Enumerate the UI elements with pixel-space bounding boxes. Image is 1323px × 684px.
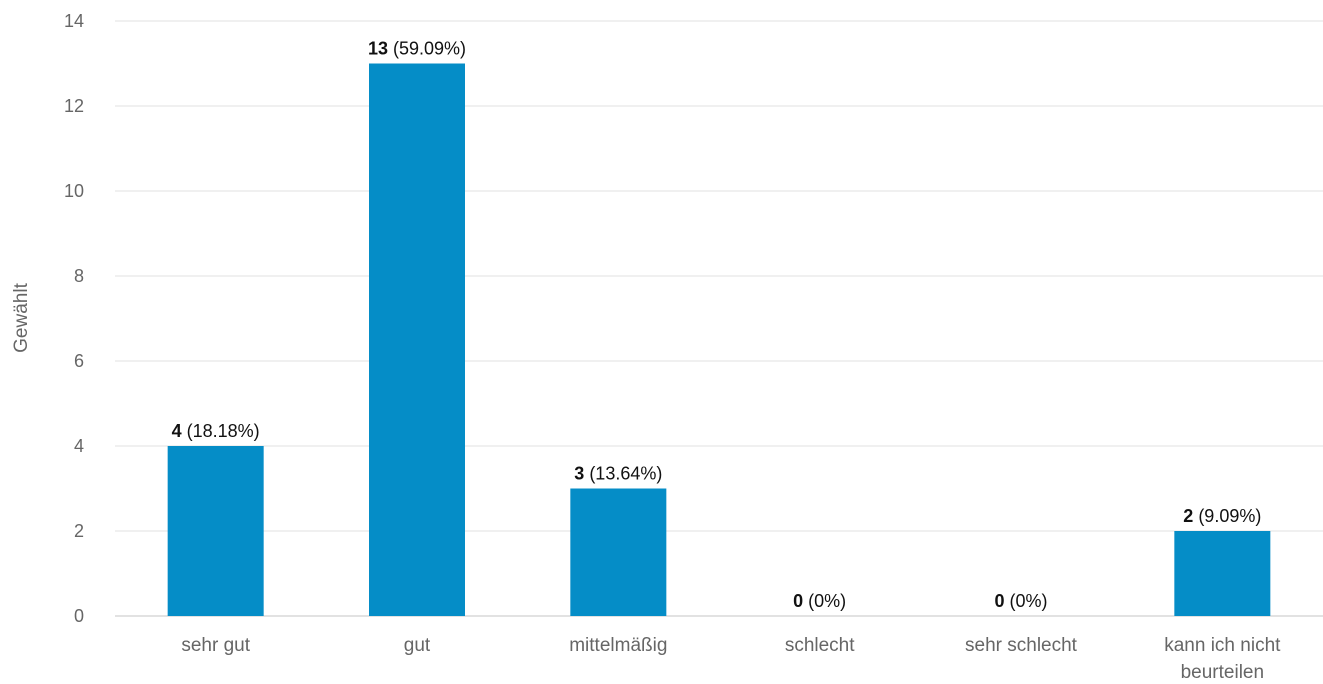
x-category-label: sehr schlecht	[965, 635, 1078, 656]
data-label: 0 (0%)	[793, 591, 846, 611]
gridlines	[115, 20, 1323, 617]
y-tick-label: 2	[74, 521, 84, 541]
data-label-percent: (18.18%)	[182, 421, 260, 441]
y-tick-label: 6	[74, 351, 84, 371]
data-label-percent: (13.64%)	[584, 464, 662, 484]
y-tick-label: 4	[74, 436, 84, 456]
data-label-percent: (9.09%)	[1193, 506, 1261, 526]
bar	[167, 446, 264, 616]
data-label-count: 3	[574, 464, 584, 484]
bar	[570, 488, 667, 616]
data-label: 13 (59.09%)	[368, 39, 466, 59]
data-label-percent: (59.09%)	[388, 39, 466, 59]
x-category-label: schlecht	[785, 635, 855, 656]
data-label: 4 (18.18%)	[172, 421, 260, 441]
bars	[167, 63, 1271, 616]
y-tick-label: 0	[74, 606, 84, 626]
x-category-label-line: mittelmäßig	[569, 635, 667, 656]
bar	[1174, 531, 1271, 616]
bar	[369, 63, 465, 616]
x-category-label-line: beurteilen	[1181, 662, 1264, 683]
x-category-label-line: gut	[404, 635, 431, 656]
data-labels: 4 (18.18%)13 (59.09%)3 (13.64%)0 (0%) 0 (…	[172, 39, 1262, 612]
data-label-percent: (0%)	[803, 591, 846, 611]
y-tick-label: 12	[64, 96, 84, 116]
data-label-count: 0	[994, 591, 1004, 611]
x-category-label: kann ich nicht beurteilen	[1164, 635, 1281, 683]
y-tick-label: 14	[64, 11, 84, 31]
data-label-count: 0	[793, 591, 803, 611]
x-axis-categories: sehr gut gut mittelmäßig schlecht sehr schle…	[181, 635, 1281, 683]
x-category-label: mittelmäßig	[569, 635, 667, 656]
x-category-label-line: kann ich nicht	[1164, 635, 1281, 656]
data-label-count: 2	[1183, 506, 1193, 526]
y-tick-label: 8	[74, 266, 84, 286]
x-category-label-line: sehr gut	[181, 635, 250, 656]
x-category-label: gut	[404, 635, 431, 656]
x-category-label-line: sehr schlecht	[965, 635, 1078, 656]
data-label-count: 4	[172, 421, 182, 441]
data-label: 3 (13.64%)	[574, 464, 662, 484]
data-label: 2 (9.09%)	[1183, 506, 1261, 526]
data-label-count: 13	[368, 39, 388, 59]
x-category-label-line: schlecht	[785, 635, 855, 656]
data-label-percent: (0%)	[1005, 591, 1048, 611]
y-axis-title: Gewählt	[11, 282, 32, 352]
y-axis-ticks: 0 2 4 6 8 10 12 14	[64, 11, 84, 626]
y-tick-label: 10	[64, 181, 84, 201]
x-category-label: sehr gut	[181, 635, 250, 656]
data-label: 0 (0%)	[994, 591, 1047, 611]
